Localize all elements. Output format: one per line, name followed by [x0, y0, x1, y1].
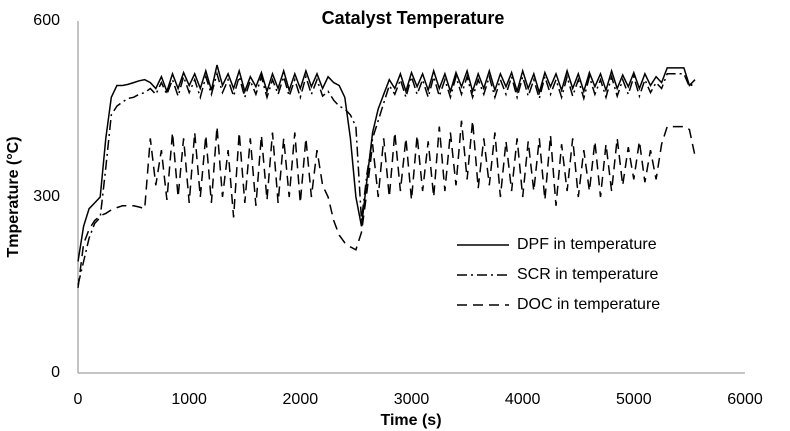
- x-axis-title: Time (s): [380, 412, 441, 429]
- y-tick-label: 300: [33, 188, 60, 205]
- y-tick-label: 600: [33, 12, 60, 29]
- legend-label: DOC in temperature: [517, 296, 660, 313]
- series-line: [77, 71, 696, 286]
- x-tick-label: 1000: [171, 391, 207, 408]
- chart-title: Catalyst Temperature: [322, 8, 505, 28]
- y-axis-title: Tmperature (°C): [5, 136, 22, 257]
- x-tick-label: 6000: [727, 391, 763, 408]
- x-tick-label: 3000: [394, 391, 430, 408]
- x-tick-label: 0: [74, 391, 83, 408]
- legend-label: SCR in temperature: [517, 266, 658, 283]
- x-tick-label: 2000: [283, 391, 319, 408]
- x-tick-label: 5000: [616, 391, 652, 408]
- y-tick-label: 0: [51, 364, 60, 381]
- x-tick-label: 4000: [505, 391, 541, 408]
- series-line: [77, 64, 696, 262]
- legend-label: DPF in temperature: [517, 236, 657, 253]
- series-line: [77, 120, 696, 288]
